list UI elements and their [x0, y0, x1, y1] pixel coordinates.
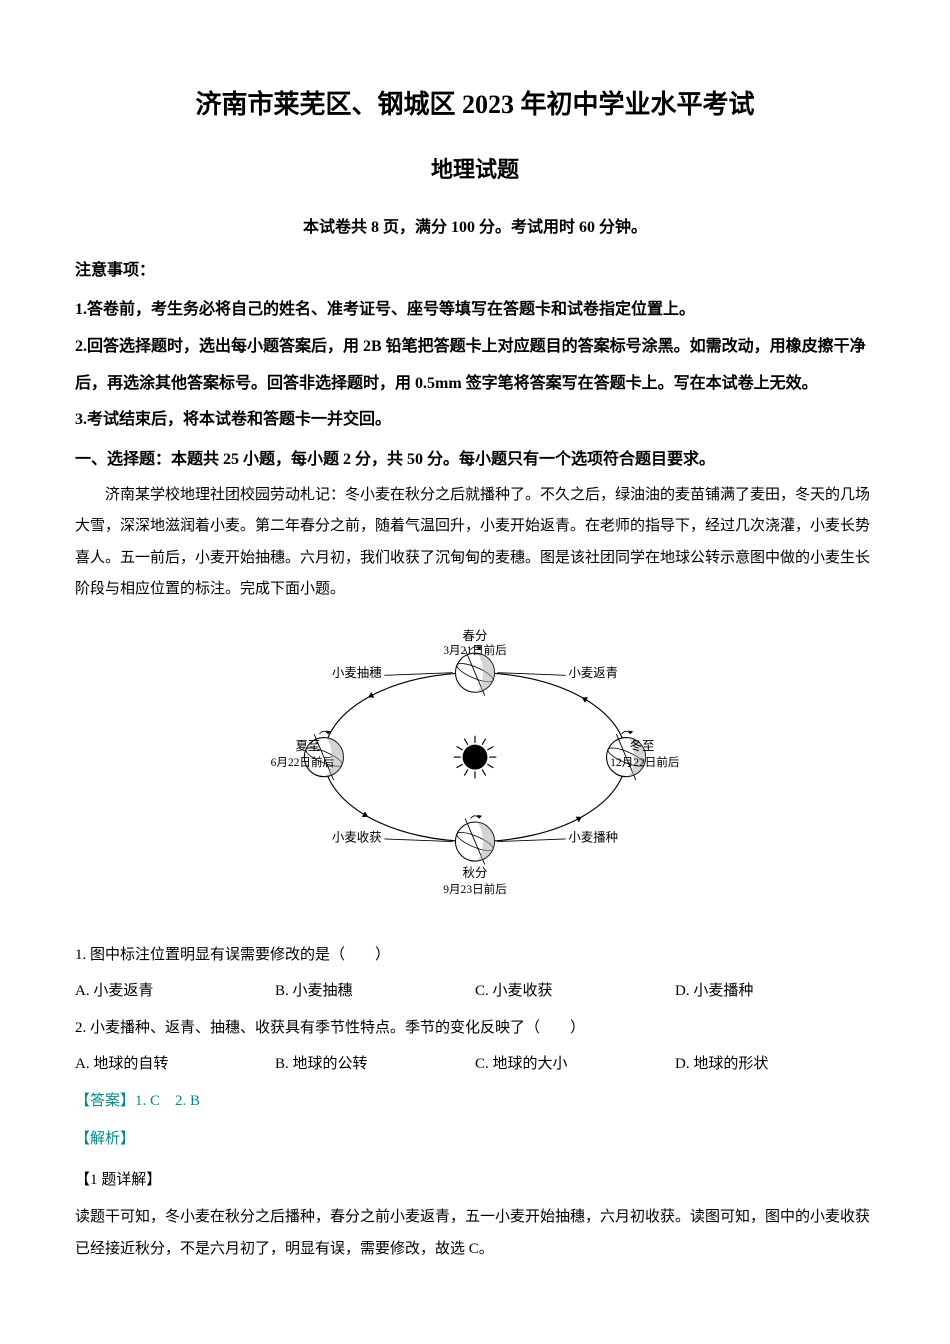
question-2-options: A. 地球的自转 B. 地球的公转 C. 地球的大小 D. 地球的形状 [75, 1050, 875, 1079]
svg-text:小麦返青: 小麦返青 [568, 666, 618, 680]
notice-item-1: 1.答卷前，考生务必将自己的姓名、准考证号、座号等填写在答题卡和试卷指定位置上。 [75, 292, 875, 329]
sub-title: 地理试题 [75, 149, 875, 191]
q1-opt-c: C. 小麦收获 [475, 977, 675, 1006]
svg-text:夏至: 夏至 [295, 739, 320, 753]
orbit-diagram: 春分3月21日前后小麦抽穗 小麦返青夏至 6月22日前后 冬至 12月22日前后小麦收获… [75, 616, 875, 927]
sub1-explanation: 读题干可知，冬小麦在秋分之后播种，春分之前小麦返青，五一小麦开始抽穗，六月初收获… [75, 1202, 875, 1265]
sub1-label: 【1 题详解】 [75, 1166, 875, 1195]
q1-opt-b: B. 小麦抽穗 [275, 977, 475, 1006]
svg-text:3月21日前后: 3月21日前后 [443, 643, 507, 657]
q2-opt-d: D. 地球的形状 [675, 1050, 875, 1079]
notice-item-3: 3.考试结束后，将本试卷和答题卡一并交回。 [75, 402, 875, 439]
answer-text: 【答案】1. C 2. B [75, 1087, 875, 1116]
svg-text:小麦抽穗: 小麦抽穗 [332, 666, 382, 680]
svg-text:秋分: 秋分 [463, 866, 488, 880]
svg-text:小麦播种: 小麦播种 [568, 830, 618, 844]
exam-info: 本试卷共 8 页，满分 100 分。考试用时 60 分钟。 [75, 213, 875, 243]
passage-text: 济南某学校地理社团校园劳动札记：冬小麦在秋分之后就播种了。不久之后，绿油油的麦苗… [75, 480, 875, 606]
main-title: 济南市莱芜区、钢城区 2023 年初中学业水平考试 [75, 80, 875, 129]
svg-text:12月22日前后: 12月22日前后 [610, 755, 680, 769]
svg-text:9月23日前后: 9月23日前后 [443, 882, 507, 896]
analysis-label: 【解析】 [75, 1125, 875, 1154]
svg-text:小麦收获: 小麦收获 [332, 830, 382, 844]
notice-heading: 注意事项： [75, 256, 875, 286]
svg-text:冬至: 冬至 [630, 738, 655, 753]
svg-text:春分: 春分 [463, 628, 488, 642]
q1-opt-a: A. 小麦返青 [75, 977, 275, 1006]
q2-opt-b: B. 地球的公转 [275, 1050, 475, 1079]
question-1: 1. 图中标注位置明显有误需要修改的是（ ） [75, 941, 875, 970]
section-header: 一、选择题：本题共 25 小题，每小题 2 分，共 50 分。每小题只有一个选项… [75, 445, 875, 475]
svg-text:6月22日前后: 6月22日前后 [271, 755, 335, 769]
q1-opt-d: D. 小麦播种 [675, 977, 875, 1006]
q2-opt-c: C. 地球的大小 [475, 1050, 675, 1079]
question-1-options: A. 小麦返青 B. 小麦抽穗 C. 小麦收获 D. 小麦播种 [75, 977, 875, 1006]
notice-item-2: 2.回答选择题时，选出每小题答案后，用 2B 铅笔把答题卡上对应题目的答案标号涂… [75, 329, 875, 403]
q2-opt-a: A. 地球的自转 [75, 1050, 275, 1079]
question-2: 2. 小麦播种、返青、抽穗、收获具有季节性特点。季节的变化反映了（ ） [75, 1014, 875, 1043]
